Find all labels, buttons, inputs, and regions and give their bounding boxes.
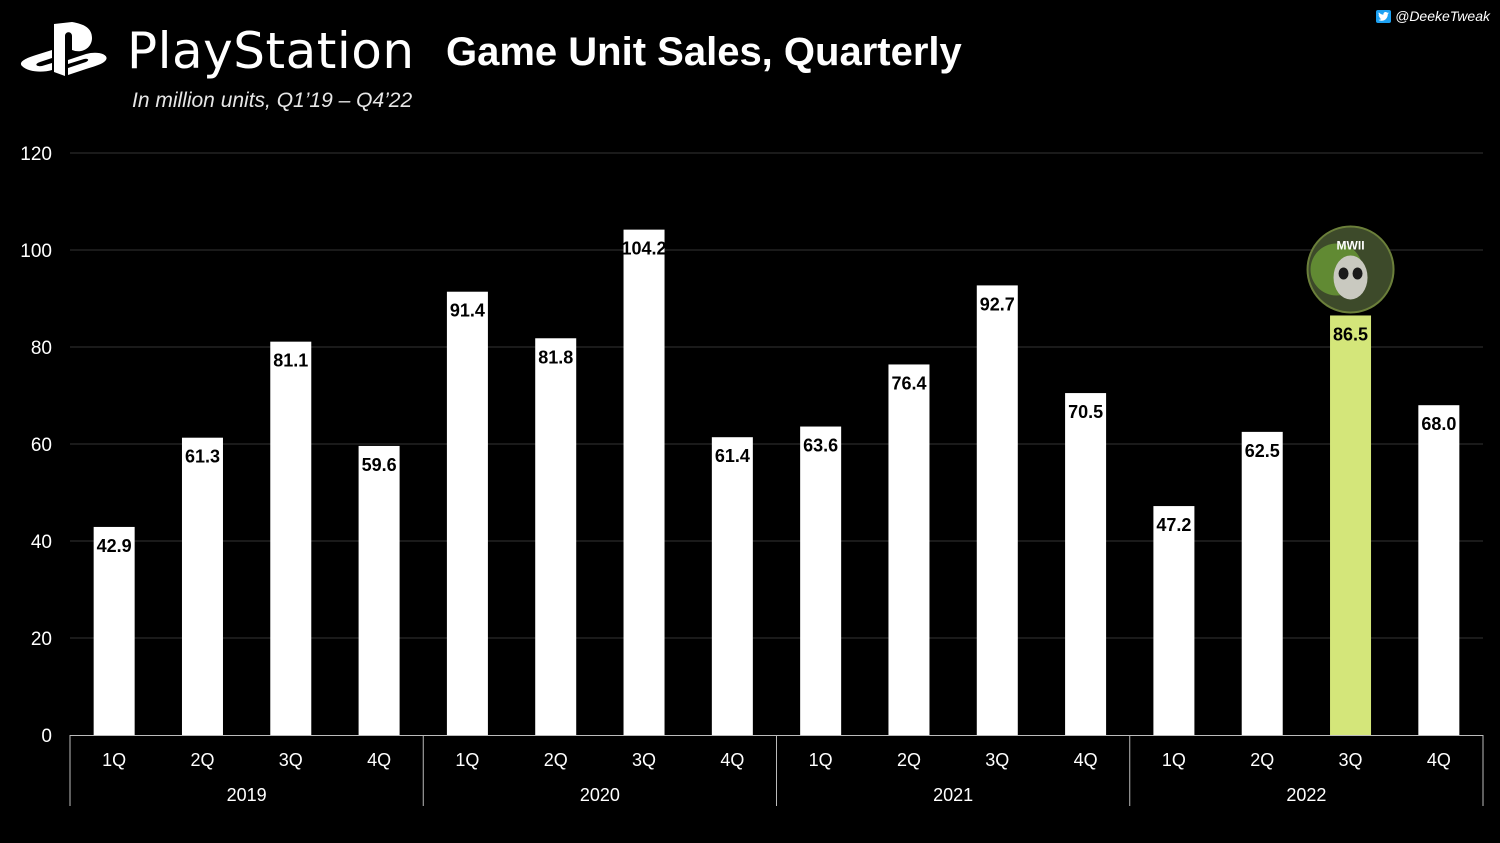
x-axis: 1Q 2Q 3Q 4Q 1Q 2Q 3Q 4Q 1Q 2Q 3Q 4Q 1Q 2Q 3Q 4Q 2019 2020… — [69, 735, 1484, 806]
data-label: 62.5 — [1245, 441, 1280, 461]
bar — [93, 526, 135, 735]
bar — [976, 285, 1018, 735]
bar — [1418, 405, 1460, 735]
bar — [535, 338, 577, 735]
twitter-icon — [1376, 9, 1392, 23]
y-tick-label: 120 — [20, 144, 52, 165]
x-tick-label: 4Q — [1074, 750, 1098, 770]
bar — [1330, 315, 1372, 735]
bar — [270, 341, 312, 735]
bar — [358, 445, 400, 735]
data-label: 104.2 — [622, 239, 667, 259]
data-label: 81.8 — [538, 347, 573, 367]
y-tick-label: 60 — [31, 435, 52, 456]
data-label: 91.4 — [450, 301, 485, 321]
data-label: 86.5 — [1333, 324, 1368, 344]
x-tick-label: 1Q — [455, 750, 479, 770]
x-tick-label: 4Q — [1427, 750, 1451, 770]
badge-text: MWII — [1337, 238, 1365, 252]
x-tick-label: 3Q — [632, 750, 656, 770]
year-group-label: 2022 — [1286, 785, 1326, 805]
bar — [1153, 506, 1195, 735]
x-tick-label: 2Q — [1250, 750, 1274, 770]
bar — [888, 364, 930, 735]
x-tick-label: 4Q — [367, 750, 391, 770]
data-label: 61.4 — [715, 446, 750, 466]
chart-title: Game Unit Sales, Quarterly — [446, 30, 962, 74]
bar — [1241, 431, 1283, 735]
data-label: 61.3 — [185, 447, 220, 467]
x-tick-label: 1Q — [809, 750, 833, 770]
bar — [711, 437, 753, 735]
bar — [1065, 393, 1107, 735]
bar — [623, 229, 665, 735]
y-axis-ticks: 0 20 40 60 80 100 120 — [20, 144, 52, 747]
data-label: 92.7 — [980, 294, 1015, 314]
bar — [181, 437, 223, 735]
bar — [446, 291, 488, 735]
x-tick-label: 4Q — [720, 750, 744, 770]
highlight-marker: MWII — [1306, 225, 1395, 314]
x-tick-label: 3Q — [1339, 750, 1363, 770]
x-tick-label: 2Q — [544, 750, 568, 770]
skull-eye — [1338, 267, 1349, 280]
y-tick-label: 40 — [31, 532, 52, 553]
x-tick-label: 1Q — [1162, 750, 1186, 770]
data-label: 47.2 — [1156, 515, 1191, 535]
year-group-label: 2020 — [580, 785, 620, 805]
x-tick-label: 3Q — [279, 750, 303, 770]
playstation-logo-icon — [20, 22, 107, 76]
data-label: 70.5 — [1068, 402, 1103, 422]
value-labels: 42.9 61.3 81.1 59.6 91.4 81.8 104.2 61.4 63.6 76.… — [97, 239, 1457, 556]
y-tick-label: 80 — [31, 338, 52, 359]
data-label: 59.6 — [362, 455, 397, 475]
y-tick-label: 20 — [31, 629, 52, 650]
credit: @DeekeTweak — [1376, 8, 1490, 24]
year-group-label: 2019 — [227, 785, 267, 805]
skull-eye — [1352, 267, 1363, 280]
x-tick-label: 1Q — [102, 750, 126, 770]
data-label: 68.0 — [1421, 414, 1456, 434]
brand-name: PlayStation — [127, 22, 415, 80]
bar — [800, 426, 842, 735]
call-of-duty-mw2-icon: MWII — [1306, 225, 1395, 314]
y-tick-label: 100 — [20, 241, 52, 262]
data-label: 42.9 — [97, 536, 132, 556]
data-label: 76.4 — [891, 373, 926, 393]
data-label: 81.1 — [273, 351, 308, 371]
data-label: 63.6 — [803, 436, 838, 456]
x-tick-label: 2Q — [897, 750, 921, 770]
bars — [93, 229, 1460, 735]
x-tick-label: 3Q — [985, 750, 1009, 770]
skull-shape — [1333, 255, 1368, 300]
x-tick-label: 2Q — [190, 750, 214, 770]
year-group-label: 2021 — [933, 785, 973, 805]
y-tick-label: 0 — [41, 726, 52, 747]
credit-handle: @DeekeTweak — [1395, 8, 1490, 24]
chart-subtitle: In million units, Q1’19 – Q4’22 — [132, 89, 413, 112]
